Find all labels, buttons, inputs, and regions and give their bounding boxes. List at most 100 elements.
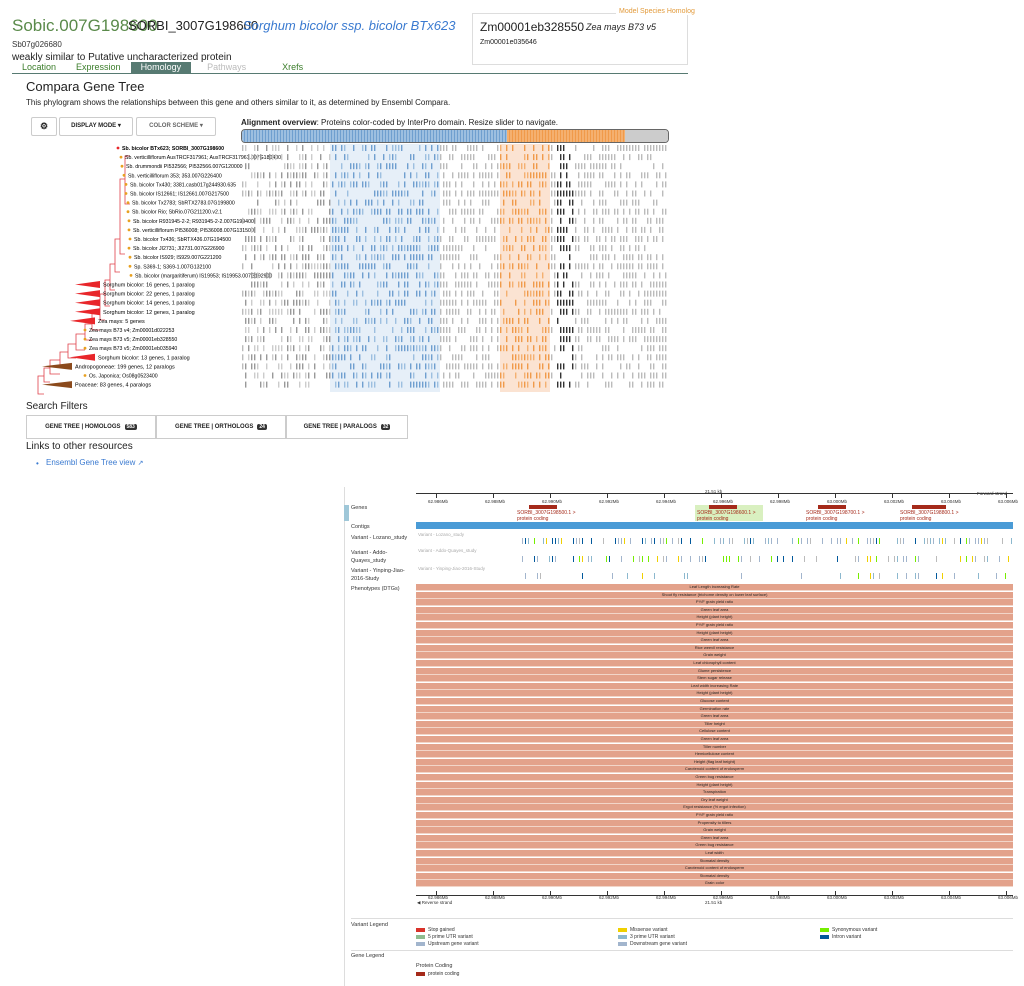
variant-mark[interactable] (702, 556, 703, 562)
variant-mark[interactable] (534, 538, 535, 544)
variant-mark[interactable] (666, 556, 667, 562)
phenotype-bar[interactable]: Height (plant height) (416, 690, 1013, 698)
variant-mark[interactable] (867, 556, 868, 562)
tree-leaf-label[interactable]: Sb. verticilliflorum 353; 353.007G226400 (128, 173, 222, 179)
phenotype-bar[interactable]: Grain weight (416, 827, 1013, 835)
phenotype-bar[interactable]: Grain weight (416, 652, 1013, 660)
variant-mark[interactable] (954, 538, 955, 544)
variant-mark[interactable] (612, 573, 613, 579)
phenotype-bar[interactable]: PY/F grain yield ratio (416, 812, 1013, 820)
gene-name[interactable]: SORBI_3007G198600.1 > (697, 510, 756, 516)
variant-mark[interactable] (897, 538, 898, 544)
tree-leaf-label[interactable]: Sb. verticilliflorum AusTRCF317961; AusT… (125, 155, 281, 161)
variant-mark[interactable] (750, 538, 751, 544)
variant-mark[interactable] (894, 556, 895, 562)
phenotype-bar[interactable]: Green leaf area (416, 834, 1013, 842)
phenotype-bar[interactable]: Height (plant height) (416, 781, 1013, 789)
tree-leaf-node[interactable] (128, 264, 132, 268)
phenotype-bar[interactable]: Tiller number (416, 743, 1013, 751)
variant-mark[interactable] (549, 556, 550, 562)
variant-mark[interactable] (942, 573, 943, 579)
variant-mark[interactable] (981, 538, 982, 544)
variant-mark[interactable] (873, 573, 874, 579)
variant-mark[interactable] (759, 556, 760, 562)
tree-leaf-node[interactable] (126, 210, 130, 214)
variant-mark[interactable] (537, 573, 538, 579)
variant-mark[interactable] (837, 556, 838, 562)
tree-leaf-node[interactable] (126, 201, 130, 204)
phenotype-bar[interactable]: Grain color (416, 880, 1013, 888)
tree-leaf-node[interactable] (83, 346, 87, 350)
variant-mark[interactable] (522, 538, 523, 544)
variant-mark[interactable] (915, 556, 916, 562)
gene-species-link[interactable]: Sorghum bicolor ssp. bicolor BTx623 (243, 18, 456, 33)
variant-mark[interactable] (603, 538, 604, 544)
tree-leaf-node[interactable] (128, 255, 132, 259)
phenotype-bar[interactable]: Transpiration (416, 789, 1013, 797)
variant-mark[interactable] (540, 573, 541, 579)
variant-mark[interactable] (810, 538, 811, 544)
phenotype-bar[interactable]: Green bug resistance (416, 842, 1013, 850)
phenotype-bar[interactable]: Ergot resistance (% ergot infection) (416, 804, 1013, 812)
variant-mark[interactable] (960, 538, 961, 544)
display-mode-button[interactable]: DISPLAY MODE ▾ (59, 117, 133, 136)
variant-mark[interactable] (939, 538, 940, 544)
variant-mark[interactable] (840, 538, 841, 544)
tab-xrefs[interactable]: Xrefs (282, 62, 304, 72)
phenotype-bar[interactable]: Stomatal density (416, 872, 1013, 880)
variant-mark[interactable] (573, 556, 574, 562)
variant-mark[interactable] (936, 556, 937, 562)
variant-mark[interactable] (783, 556, 784, 562)
phenotype-bar[interactable]: Carotenoid content of endosperm (416, 766, 1013, 774)
variant-mark[interactable] (606, 556, 607, 562)
variant-mark[interactable] (915, 538, 916, 544)
variant-mark[interactable] (879, 573, 880, 579)
variant-mark[interactable] (1005, 573, 1006, 579)
tree-leaf-label[interactable]: Sb. bicolor BTx623; SORBI_3007G198600 (122, 146, 224, 152)
variant-mark[interactable] (945, 538, 946, 544)
variant-mark[interactable] (804, 556, 805, 562)
tree-leaf-node[interactable] (129, 274, 133, 277)
tree-leaf-label[interactable]: Sp. S369-1; S369-1.007G132100 (134, 264, 211, 270)
variant-mark[interactable] (846, 538, 847, 544)
variant-mark[interactable] (729, 538, 730, 544)
variant-mark[interactable] (621, 538, 622, 544)
variant-mark[interactable] (930, 538, 931, 544)
variant-mark[interactable] (744, 538, 745, 544)
tree-leaf-label[interactable]: Sb. bicolor IS929; IS929.007G221200 (134, 255, 222, 261)
tree-leaf-node[interactable] (83, 337, 87, 341)
tree-leaf-label[interactable]: Sb. bicolor R931945-2-2; R931945-2-2.007… (133, 219, 254, 225)
phenotype-bar[interactable]: Leaf Length increasing Rate (416, 584, 1013, 592)
variant-mark[interactable] (816, 556, 817, 562)
variant-mark[interactable] (555, 556, 556, 562)
variant-mark[interactable] (831, 538, 832, 544)
variant-mark[interactable] (966, 538, 967, 544)
variant-mark[interactable] (903, 538, 904, 544)
gene-glyph[interactable] (818, 505, 846, 509)
variant-mark[interactable] (690, 556, 691, 562)
tree-leaf-label[interactable]: Zea mays B73 v5; Zm00001eb035940 (89, 346, 177, 352)
variant-mark[interactable] (984, 538, 985, 544)
variant-mark[interactable] (927, 538, 928, 544)
variant-mark[interactable] (702, 538, 703, 544)
phenotype-bar[interactable]: Rice weevil resistance (416, 644, 1013, 652)
variant-mark[interactable] (618, 538, 619, 544)
variant-mark[interactable] (681, 556, 682, 562)
variant-mark[interactable] (924, 538, 925, 544)
phenotype-bar[interactable]: Green leaf area (416, 637, 1013, 645)
phenotype-bar[interactable]: Glume persistence (416, 667, 1013, 675)
variant-mark[interactable] (837, 538, 838, 544)
phenotype-bar[interactable]: Propensity to tillers (416, 819, 1013, 827)
variant-mark[interactable] (579, 556, 580, 562)
alignment-slider[interactable] (241, 129, 669, 143)
phenotype-bar[interactable]: Green bug resistance (416, 774, 1013, 782)
gene-name[interactable]: SORBI_3007G198500.1 > (517, 510, 576, 516)
variant-mark[interactable] (765, 538, 766, 544)
variant-mark[interactable] (582, 538, 583, 544)
variant-mark[interactable] (996, 573, 997, 579)
variant-mark[interactable] (738, 556, 739, 562)
variant-mark[interactable] (645, 538, 646, 544)
variant-mark[interactable] (621, 556, 622, 562)
variant-mark[interactable] (663, 538, 664, 544)
variant-mark[interactable] (978, 538, 979, 544)
